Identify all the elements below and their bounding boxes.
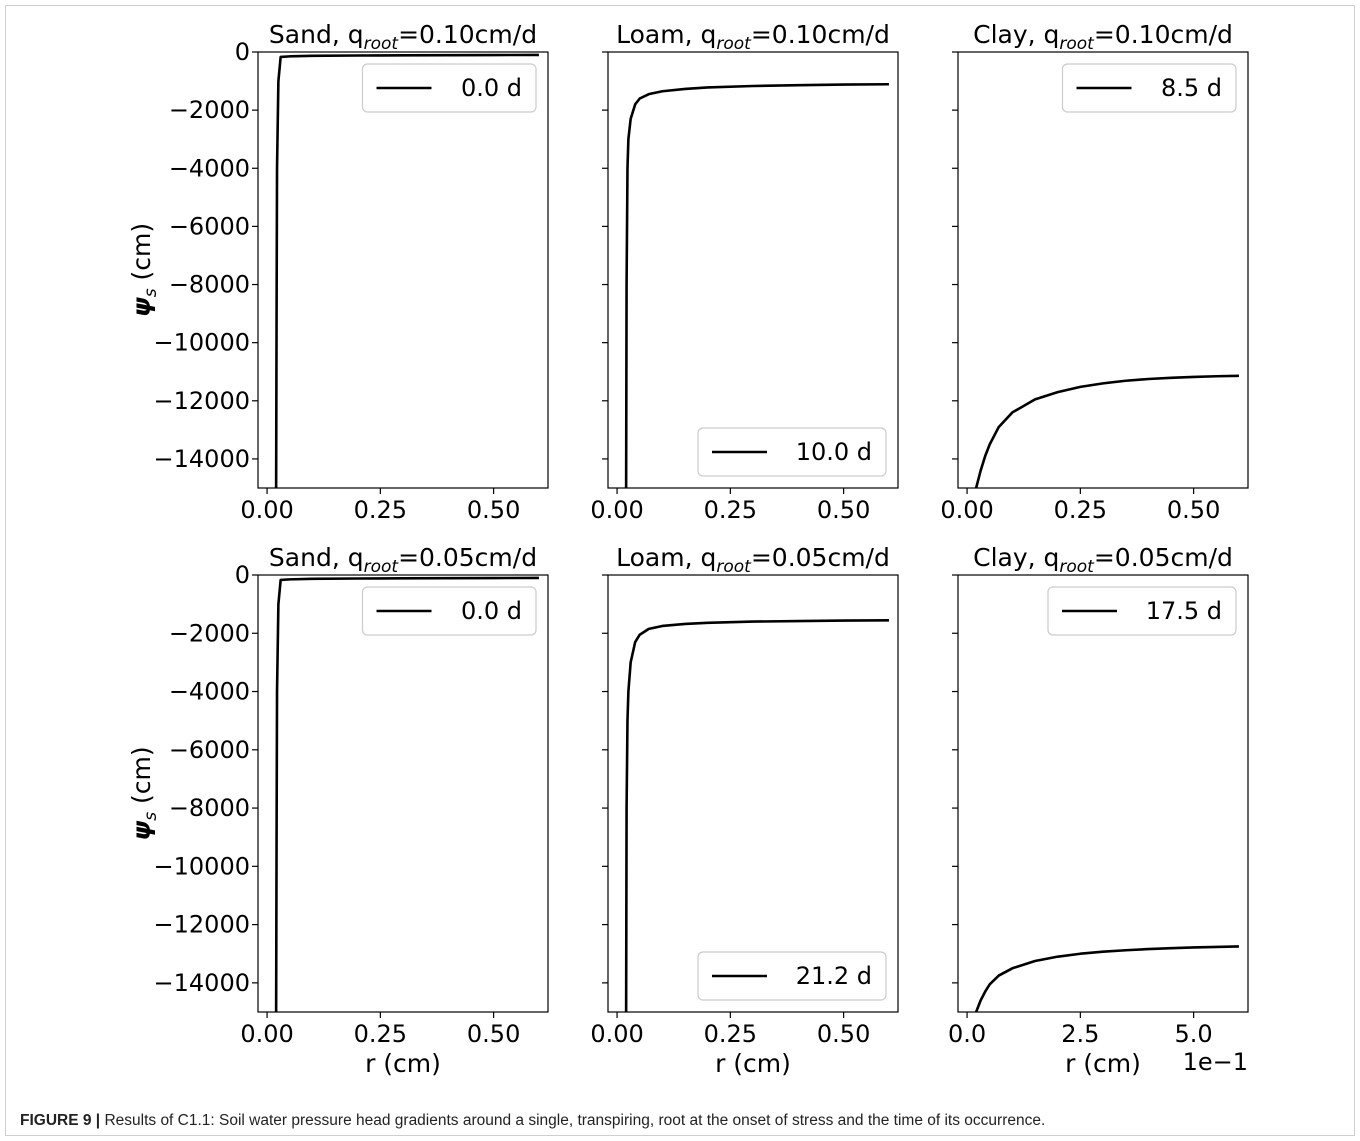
x-offset-label: 1e−1 [1183,1048,1248,1076]
x-axis-label: r (cm) [715,1049,791,1078]
series-line-0-0 [274,53,539,488]
x-tick-label: 0.00 [590,1020,643,1048]
legend-label: 17.5 d [1146,597,1222,625]
figure-frame [5,5,1355,1136]
legend-box [1047,586,1237,636]
legend-label: 10.0 d [796,438,872,466]
x-tick-label: 0.25 [354,496,407,524]
axes-frame [257,574,549,1013]
y-tick-label: −10000 [154,329,250,357]
y-tick-label: 0 [235,561,250,589]
x-axis-label: r (cm) [1065,1049,1141,1078]
panel-5: 0.0 2.5 5.0 Clay, qroot=0.05cm/d r (cm) 1e−1 1… [948,543,1249,1078]
legend-label: 0.0 d [461,597,522,625]
x-tick-label: 0.00 [240,1020,293,1048]
x-tick-label: 2.5 [1061,1020,1099,1048]
x-tick-label: 0.00 [590,496,643,524]
x-tick-label: 0.25 [704,496,757,524]
axes-frame [257,51,549,489]
panel-title: Clay, qroot=0.10cm/d [973,20,1233,54]
legend-label: 0.0 d [461,74,522,102]
caption-text: Results of C1.1: Soil water pressure hea… [100,1112,1046,1129]
panel-title: Sand, qroot=0.05cm/d [269,543,537,577]
legend-label: 21.2 d [796,962,872,990]
x-axis-label: r (cm) [365,1049,441,1078]
y-axis-label: ψs (cm) [127,223,161,317]
legend-box [1061,63,1237,113]
y-tick-label: −2000 [169,96,250,124]
x-tick-label: 0.50 [467,1020,520,1048]
y-tick-label: −4000 [169,678,250,706]
series-line-1-0 [624,82,889,488]
x-tick-label: 0.00 [240,496,293,524]
axes-frame [957,574,1249,1013]
x-tick-label: 0.50 [1167,496,1220,524]
series-line-2-0 [974,374,1239,488]
x-tick-label: 5.0 [1175,1020,1213,1048]
legend-box [361,63,537,113]
axes-frame [607,51,899,489]
x-tick-label: 0.25 [1054,496,1107,524]
x-tick-label: 0.50 [467,496,520,524]
panel-title: Loam, qroot=0.05cm/d [616,543,890,577]
legend-box [697,951,887,1001]
y-tick-label: −2000 [169,619,250,647]
y-tick-label: −4000 [169,154,250,182]
x-tick-label: 0.25 [354,1020,407,1048]
y-axis-label: ψs (cm) [127,746,161,840]
panel-2: 0.00 0.25 0.50 Clay, qroot=0.10cm/d 8.5 d [940,20,1249,524]
y-tick-label: −8000 [169,271,250,299]
legend-box [361,586,537,636]
x-tick-label: 0.0 [948,1020,986,1048]
axes-frame [957,51,1249,489]
y-tick-label: −6000 [169,736,250,764]
series-line-3-0 [274,576,539,1012]
y-tick-label: −6000 [169,212,250,240]
series-line-4-0 [624,619,889,1012]
panel-4: 0.00 0.25 0.50 Loam, qroot=0.05cm/d r (cm) 21… [590,543,899,1078]
x-tick-label: 0.00 [940,496,993,524]
x-tick-label: 0.50 [817,496,870,524]
y-tick-label: −14000 [154,445,250,473]
y-tick-label: −12000 [154,911,250,939]
y-tick-label: 0 [235,38,250,66]
y-tick-label: −8000 [169,794,250,822]
legend-label: 8.5 d [1161,74,1222,102]
axes-frame [607,574,899,1013]
panel-title: Clay, qroot=0.05cm/d [973,543,1233,577]
x-tick-label: 0.50 [817,1020,870,1048]
figure-caption: FIGURE 9 | Results of C1.1: Soil water p… [20,1112,1340,1130]
panel-0: 0.00 0.25 0.50 0 −2000 −4000 −6000 −8000 −10000 −… [127,20,549,524]
x-tick-label: 0.25 [704,1020,757,1048]
y-tick-label: −12000 [154,387,250,415]
caption-label: FIGURE 9 | [20,1112,101,1129]
series-line-5-0 [974,945,1239,1012]
y-tick-label: −10000 [154,852,250,880]
panel-1: 0.00 0.25 0.50 Loam, qroot=0.10cm/d 10.0 d [590,20,899,524]
panel-3: 0.00 0.25 0.50 0 −2000 −4000 −6000 −8000 −10000 −… [127,543,549,1078]
panel-title: Sand, qroot=0.10cm/d [269,20,537,54]
y-tick-label: −14000 [154,969,250,997]
legend-box [697,427,887,477]
panel-title: Loam, qroot=0.10cm/d [616,20,890,54]
